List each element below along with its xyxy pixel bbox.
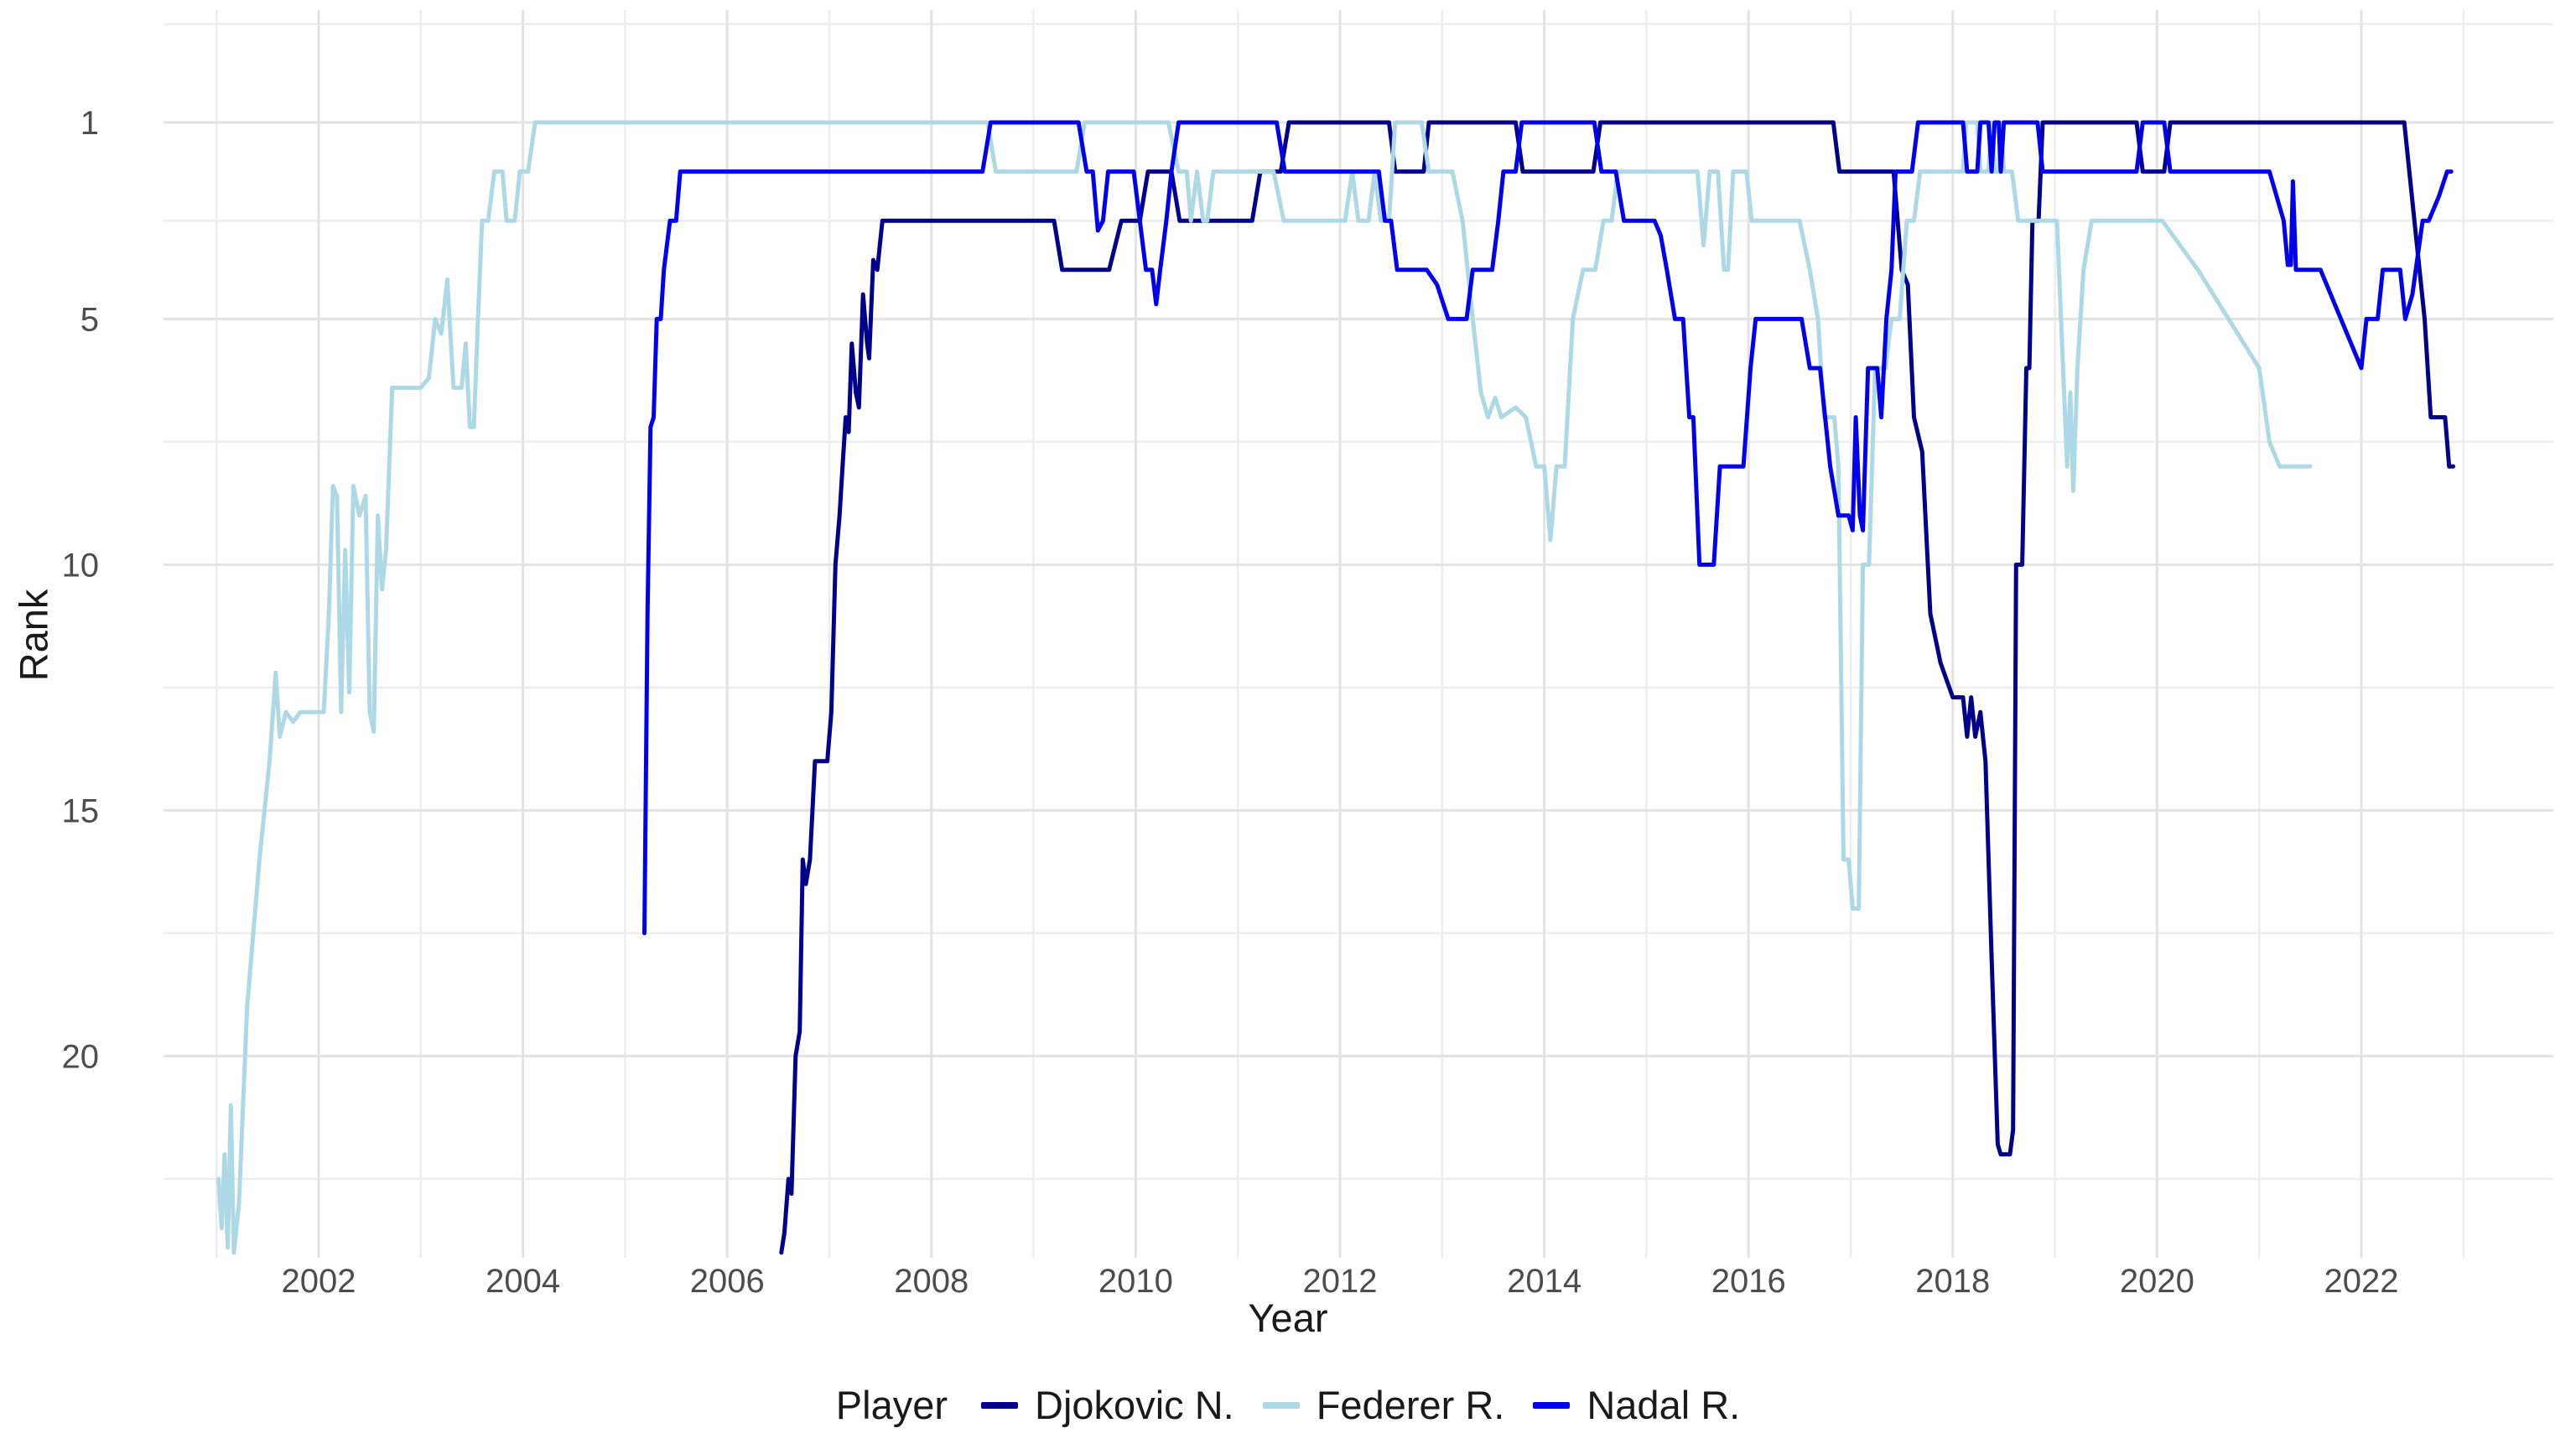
legend-item-nadal-r: Nadal R. bbox=[1533, 1382, 1740, 1428]
x-tick-label: 2008 bbox=[894, 1263, 969, 1300]
x-tick-label: 2014 bbox=[1507, 1263, 1581, 1300]
series-line-nadal-r bbox=[642, 120, 2454, 936]
x-tick-label: 2016 bbox=[1711, 1263, 1786, 1300]
series-lines bbox=[216, 120, 2456, 1255]
legend-key-line bbox=[981, 1401, 1019, 1409]
legend-item-label: Djokovic N. bbox=[1035, 1383, 1234, 1427]
x-tick-label: 2012 bbox=[1303, 1263, 1378, 1300]
legend-key-line bbox=[1533, 1401, 1571, 1409]
x-tick-label: 2002 bbox=[282, 1263, 356, 1300]
legend-item-federer-r: Federer R. bbox=[1262, 1382, 1505, 1428]
legend-key-line bbox=[1262, 1401, 1300, 1409]
series-line-federer-r bbox=[216, 120, 2313, 1255]
y-axis-title: Rank bbox=[11, 589, 56, 682]
x-tick-label: 2018 bbox=[1915, 1263, 1990, 1300]
series-line-djokovic-n bbox=[779, 120, 2456, 1255]
y-tick-label: 5 bbox=[80, 301, 99, 338]
x-tick-label: 2022 bbox=[2324, 1263, 2399, 1300]
x-tick-label: 2004 bbox=[486, 1263, 560, 1300]
x-axis-tick-labels: 2002 2004 2006 2008 2010 2012 2014 2016 2018 2020… bbox=[282, 1263, 2399, 1300]
legend-item-label: Nadal R. bbox=[1587, 1383, 1741, 1427]
legend: Player Djokovic N. Federer R. Nadal R. bbox=[0, 1382, 2576, 1428]
x-tick-label: 2006 bbox=[690, 1263, 765, 1300]
y-tick-label: 1 bbox=[80, 105, 99, 142]
y-tick-label: 20 bbox=[62, 1038, 100, 1075]
legend-item-label: Federer R. bbox=[1316, 1383, 1505, 1427]
x-axis-title: Year bbox=[1248, 1296, 1328, 1340]
legend-item-djokovic-n: Djokovic N. bbox=[981, 1382, 1234, 1428]
y-tick-label: 10 bbox=[62, 547, 100, 584]
legend-title: Player bbox=[835, 1383, 948, 1427]
x-tick-label: 2020 bbox=[2120, 1263, 2194, 1300]
y-tick-label: 15 bbox=[62, 792, 100, 829]
x-tick-label: 2010 bbox=[1098, 1263, 1173, 1300]
